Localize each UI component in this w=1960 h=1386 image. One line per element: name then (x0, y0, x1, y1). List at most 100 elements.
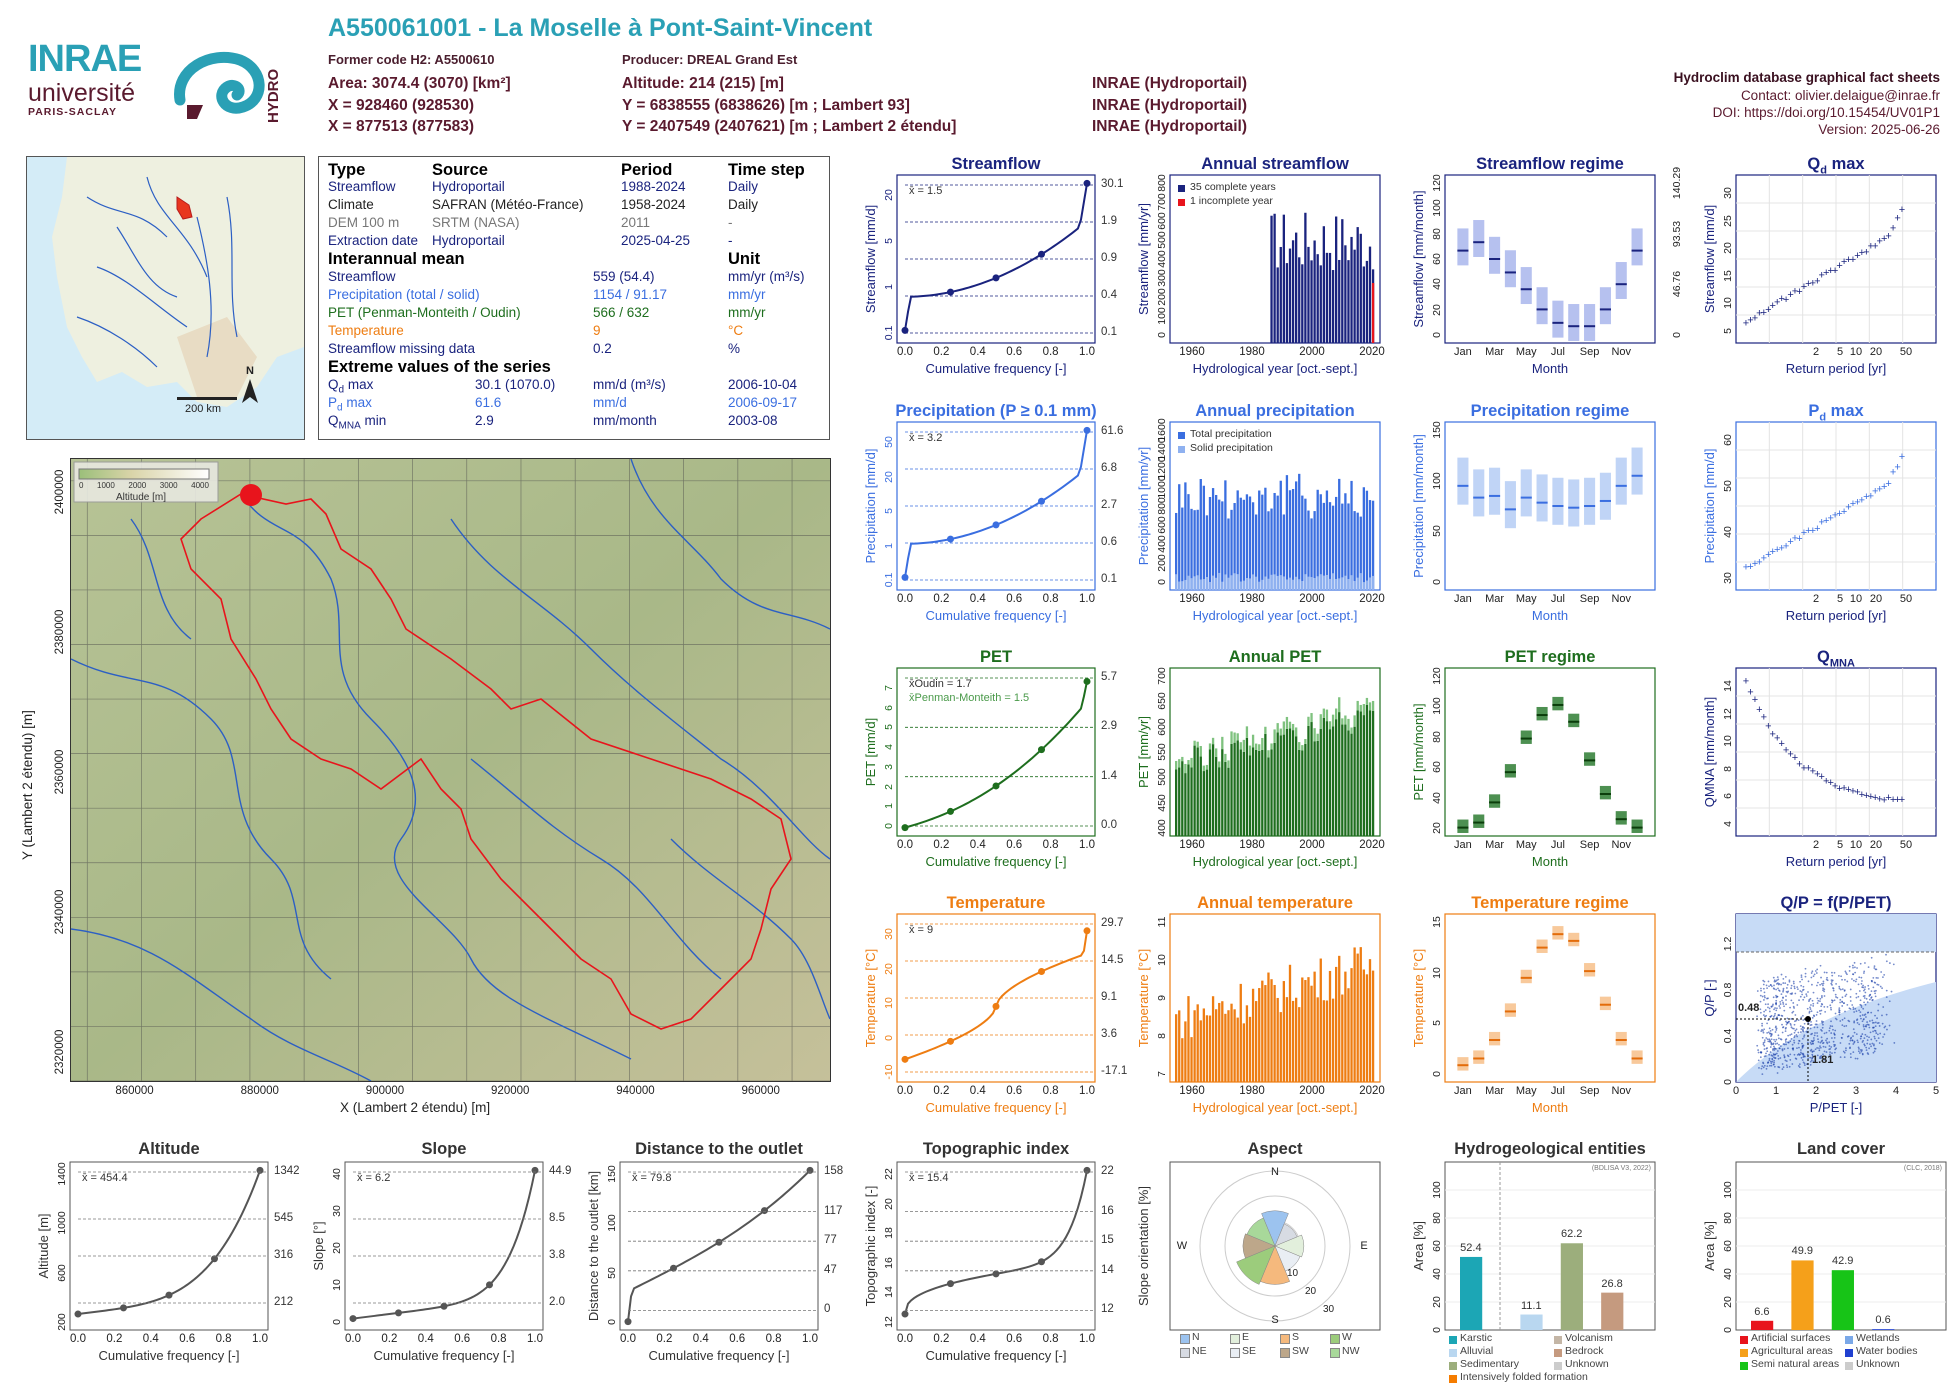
catchment-point (1840, 975, 1843, 978)
catchment-point (1762, 1031, 1765, 1034)
year-bar (1335, 719, 1338, 836)
rose-sector (1261, 1210, 1289, 1247)
quantile-point (761, 1207, 768, 1215)
catchment-point (1849, 1007, 1852, 1010)
x-tick: 10 (1849, 839, 1863, 851)
quantile-point (947, 1037, 954, 1045)
catchment-point (1874, 981, 1877, 984)
mean-label: x̄ = 79.8 (632, 1172, 672, 1184)
legend-label: Intensively folded formation (1460, 1371, 1588, 1383)
catchment-point (1830, 1008, 1832, 1011)
pet-alt-bar (1261, 737, 1264, 750)
x-tick: 2020 (1359, 1085, 1385, 1097)
catchment-point (1852, 1006, 1855, 1009)
pet-alt-bar (1215, 748, 1218, 757)
legend-swatch (1449, 1375, 1457, 1383)
catchment-point (1791, 1011, 1794, 1014)
plot-frame (619, 1161, 819, 1331)
catchment-point (1864, 986, 1867, 988)
catchment-point (1759, 1000, 1762, 1003)
obs-point: + (1899, 451, 1905, 463)
catchment-point (1774, 1040, 1777, 1043)
regime-chart (1444, 174, 1656, 344)
catchment-point (1799, 990, 1802, 992)
legend-tick: 1000 (97, 481, 115, 490)
catchment-point (1823, 995, 1826, 997)
catchment-point (1769, 1060, 1772, 1063)
frequency-chart: ++++++++++++++++++++++++++++++++++++ (1735, 421, 1937, 591)
catchment-point (1825, 1041, 1828, 1044)
extreme-label: QMNA min (328, 413, 387, 432)
inrae-logo-text: INRAE (28, 38, 142, 80)
catchment-point (1775, 1009, 1778, 1012)
y-tick: 600 (1156, 516, 1168, 534)
obs-point: + (1819, 771, 1825, 783)
year-bar (1371, 970, 1375, 1082)
outlet-point (240, 484, 262, 506)
catchment-point (1757, 1051, 1760, 1054)
catchment-point (1769, 1040, 1772, 1043)
x-tick: 0.0 (897, 1085, 913, 1097)
catchment-point (1829, 1047, 1832, 1050)
catchment-point (1834, 1017, 1837, 1020)
mean-label: x̄ = 3.2 (909, 432, 943, 444)
solid-bar (1304, 574, 1307, 590)
solid-bar (1208, 581, 1212, 590)
right-value: 6.8 (1101, 462, 1117, 474)
catchment-point (1820, 1005, 1823, 1008)
catchment-point (1848, 1042, 1851, 1045)
catchment-point (1763, 1048, 1766, 1051)
catchment-point (1819, 997, 1822, 1000)
catchment-point (1834, 993, 1837, 996)
x-tick: 0.2 (933, 839, 950, 851)
year-bar (1350, 236, 1353, 343)
catchment-point (1762, 1041, 1765, 1044)
north-arrow-icon (242, 379, 258, 403)
x-tick: 0.8 (1042, 839, 1059, 851)
catchment-point (1868, 1026, 1871, 1029)
year-bar (1288, 964, 1292, 1082)
x-label: Cumulative frequency [-] (925, 1348, 1067, 1363)
month-box (1520, 469, 1532, 517)
quantile-point (901, 573, 909, 581)
y-tick: 800 (1156, 497, 1168, 515)
doi-link[interactable]: DOI: https://doi.org/10.15454/UV01P1 (1712, 105, 1940, 120)
catchment-point (1765, 1067, 1768, 1070)
month-tick: Jul (1550, 839, 1565, 851)
month-box (1504, 764, 1516, 778)
year-bar (1307, 725, 1310, 836)
catchment-point (1810, 1048, 1813, 1051)
obs-point: + (1774, 544, 1780, 556)
year-bar (1230, 743, 1233, 836)
catchment-point (1814, 1048, 1817, 1051)
solid-bar (1279, 575, 1282, 590)
catchment-point (1830, 1032, 1833, 1034)
quantile-point (211, 1255, 218, 1263)
obs-point: + (1792, 533, 1798, 545)
pet-alt-bar (1190, 757, 1193, 768)
catchment-point (1768, 1059, 1771, 1062)
catchment-point (1837, 974, 1840, 977)
year-bar (1273, 984, 1276, 1082)
catchment-point (1763, 980, 1766, 983)
catchment-point (1839, 998, 1842, 1001)
catchment-point (1761, 1036, 1764, 1039)
y-tick: 0 (1431, 332, 1443, 338)
catchment-point (1857, 995, 1860, 998)
year-bar (1365, 704, 1369, 836)
x-tick: 0.8 (1042, 1085, 1059, 1097)
catchment-point (1829, 1025, 1832, 1027)
catchment-point (1821, 1003, 1824, 1006)
x-tick: 0.2 (381, 1333, 398, 1345)
obs-point: + (1743, 561, 1749, 573)
catchment-point (1862, 1018, 1865, 1021)
month-tick: Mar (1485, 593, 1505, 605)
catchment-point (1849, 1052, 1852, 1055)
catchment-point (1826, 1037, 1829, 1040)
solid-bar (1273, 574, 1276, 590)
catchment-point (1812, 1002, 1815, 1005)
catchment-point (1781, 1031, 1784, 1034)
year-bar (1187, 764, 1190, 836)
y-tick: 0 (1156, 579, 1168, 585)
obs-point: + (1787, 536, 1793, 548)
